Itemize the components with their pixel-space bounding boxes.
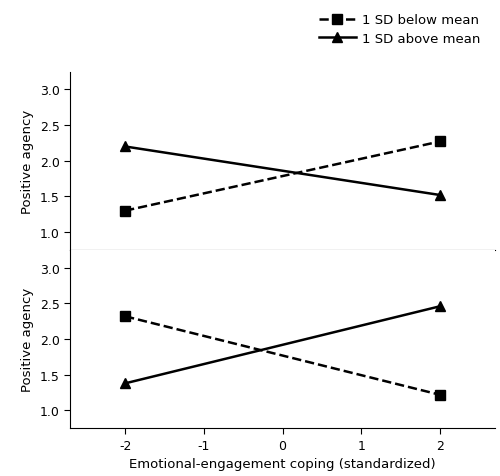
- X-axis label: Emotional-engagement coping (standardized): Emotional-engagement coping (standardize…: [129, 457, 436, 470]
- Y-axis label: Positive agency: Positive agency: [21, 109, 34, 213]
- X-axis label: Problem-focused coping (standardized): Problem-focused coping (standardized): [152, 279, 414, 292]
- Legend: 1 SD below mean, 1 SD above mean: 1 SD below mean, 1 SD above mean: [314, 9, 486, 51]
- Y-axis label: Positive agency: Positive agency: [21, 288, 34, 391]
